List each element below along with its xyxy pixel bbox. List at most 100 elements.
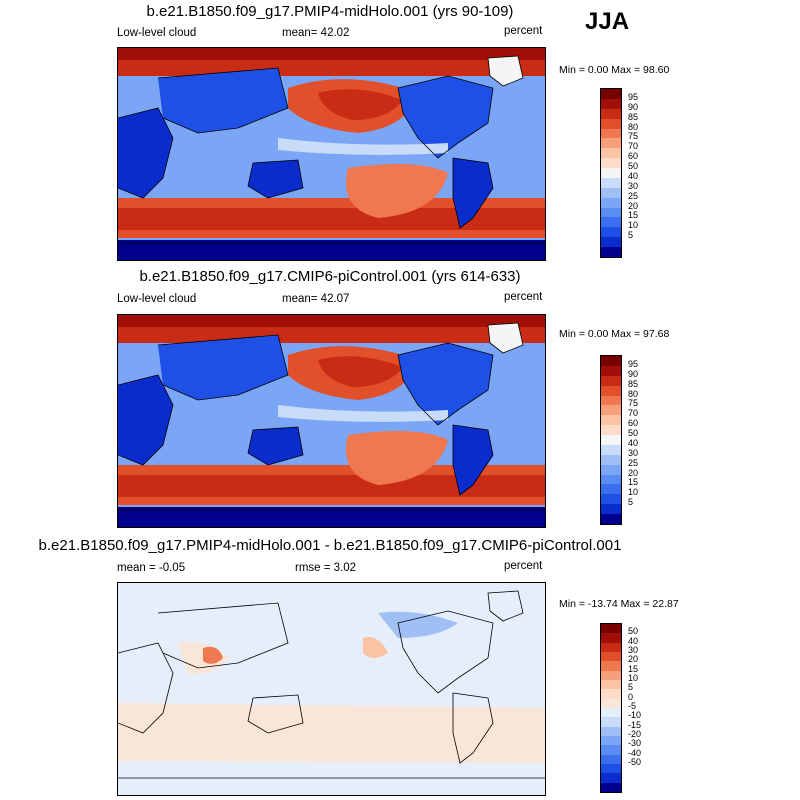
colorbar-swatch [601,514,621,525]
colorbar-tick-label: 90 [628,101,639,112]
colorbar-tick-label: 80 [628,121,639,132]
colorbar-swatch [601,385,621,397]
colorbar-swatch [601,708,621,718]
colorbar-tick-label: -15 [628,719,642,730]
colorbar-swatch [601,217,621,228]
colorbar-tick-label: 90 [628,368,639,379]
panel2-se-pacific [346,431,448,485]
colorbar-tick-label: 5 [628,497,634,508]
panel2-north-band-dark [118,315,545,327]
panel2-heatmap [118,315,545,527]
colorbar-tick-label: 60 [628,151,639,162]
colorbar-swatch [601,148,621,159]
colorbar-swatch [601,717,621,728]
colorbar-swatch [601,484,621,495]
panel3-positive-anomaly-na [363,637,388,658]
panel3-positive-anomaly-south [118,703,545,763]
panel2-title: b.e21.B1850.f09_g17.CMIP6-piControl.001 … [139,268,521,285]
colorbar-tick-label: 0 [628,691,634,702]
colorbar-swatch [601,652,621,662]
colorbar-tick-label: 30 [628,645,639,655]
colorbar-swatch [601,118,621,130]
colorbar-swatch [601,680,621,690]
colorbar-tick-label: 50 [628,428,639,439]
colorbar-tick-label: 70 [628,141,639,152]
colorbar-tick-label: 95 [628,358,639,369]
panel3-minmax: Min = -13.74 Max = 22.87 [559,598,679,610]
colorbar-swatch [601,405,621,416]
colorbar-tick-label: 15 [628,663,639,674]
panel3-units-label: percent [504,560,543,572]
colorbar-swatch [601,237,621,248]
panel2-australia [248,427,303,465]
colorbar-tick-label: 30 [628,447,639,458]
colorbar-swatch [601,375,621,387]
colorbar-swatch [601,138,621,149]
panel1-coastlines [118,55,545,244]
panel1-variable-label: Low-level cloud [117,27,197,39]
colorbar-tick-label: 10 [628,220,639,231]
colorbar-swatch [601,633,621,644]
panel2-variable-label: Low-level cloud [117,293,197,305]
colorbar-swatch [601,425,621,436]
colorbar-tick-label: -5 [628,701,637,711]
panel2-map [117,314,546,528]
colorbar-tick-label: 95 [628,91,639,102]
panel3-mean-label: mean = -0.05 [117,562,186,574]
colorbar-tick-label: 20 [628,200,639,211]
colorbar-swatch [601,494,621,505]
colorbar-tick-label: -30 [628,738,642,749]
panel1-se-pacific [346,164,448,218]
colorbar-tick-label: 75 [628,398,639,409]
colorbar-swatch [601,415,621,426]
colorbar-swatch [601,474,621,485]
panel1-asia [158,68,288,133]
panel3-negative-anomaly-north [378,611,458,638]
colorbar-swatch [601,444,621,456]
colorbar-swatch [601,197,621,209]
panel1-title: b.e21.B1850.f09_g17.PMIP4-midHolo.001 (y… [146,3,514,20]
colorbar-tick-label: 5 [628,230,634,241]
panel2-tropical-band [278,405,448,422]
colorbar-swatch [601,726,621,737]
panel3-field-background [118,583,545,795]
colorbar-swatch [601,89,621,100]
panel2-africa [118,375,173,465]
colorbar-tick-label: 10 [628,673,639,683]
panel2-south-america [453,425,493,495]
colorbar-tick-label: 20 [628,654,639,665]
panel1-heatmap [118,48,545,260]
colorbar-tick-label: 80 [628,388,639,399]
panel2-colorbar [600,355,622,525]
panel1-southern-core [118,208,545,230]
colorbar-swatch [601,698,621,709]
panel1-north-america [398,76,493,158]
panel1-antarctica [118,240,545,260]
colorbar-swatch [601,689,621,700]
panel1-minmax: Min = 0.00 Max = 98.60 [559,64,670,76]
panel2-north-america [398,343,493,425]
season-label: JJA [585,8,630,35]
colorbar-swatch [601,661,621,672]
colorbar-tick-label: 25 [628,457,639,468]
colorbar-swatch [601,187,621,199]
colorbar-tick-label: 20 [628,467,639,478]
colorbar-tick-label: 60 [628,418,639,429]
colorbar-swatch [601,207,621,218]
panel1-north-band-dark [118,48,545,60]
panel1-mean-label: mean= 42.02 [282,27,350,39]
colorbar-swatch [601,356,621,367]
panel3-title: b.e21.B1850.f09_g17.PMIP4-midHolo.001 - … [38,537,622,554]
panel1-africa [118,108,173,198]
panel2-ne-pacific-core [318,356,403,387]
panel1-south-america [453,158,493,228]
panel1-map [117,47,546,261]
colorbar-swatch [601,128,621,139]
colorbar-tick-label: 25 [628,190,639,201]
colorbar-swatch [601,98,621,110]
colorbar-tick-label: 70 [628,408,639,419]
colorbar-tick-label: 85 [628,111,639,122]
colorbar-tick-label: 10 [628,487,639,498]
colorbar-swatch [601,745,621,756]
panel2-southern-core [118,475,545,497]
